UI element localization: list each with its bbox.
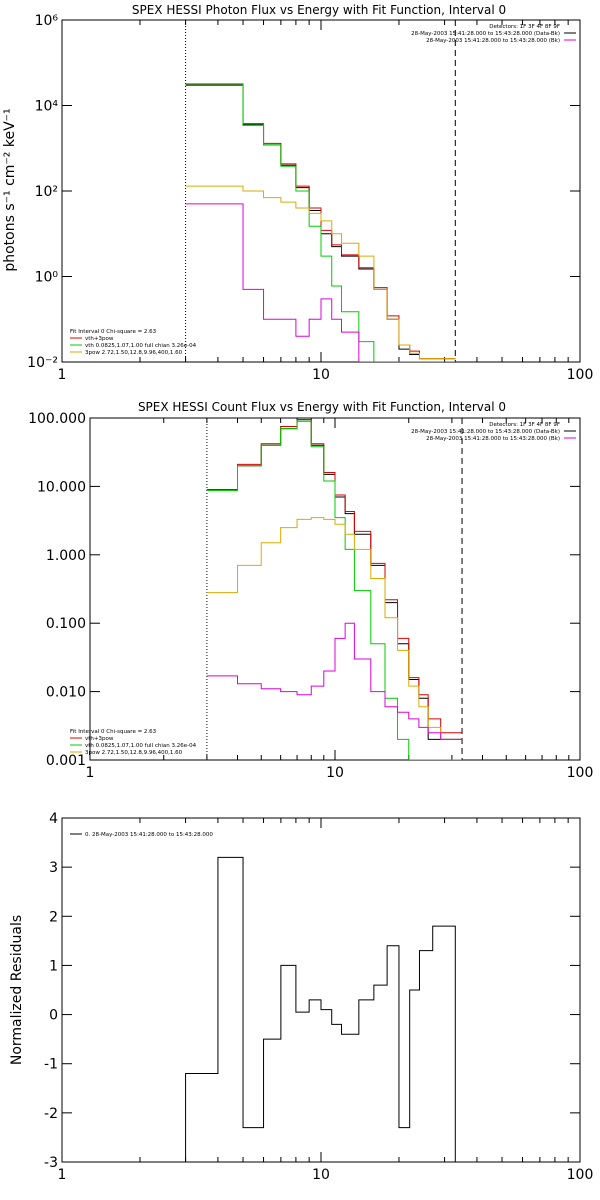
series-data-bk <box>185 84 456 360</box>
residuals-panel: 1 10 100 -3 -2 -1 0 1 2 3 4 Normalized Residuals 0… <box>9 811 593 1183</box>
annotation-line: vth+3pow <box>85 736 114 742</box>
annotation-line: Fit Interval 0 Chi-square = 2.63 <box>70 329 157 335</box>
annotation-line: 28-May-2003 15:41:28.000 to 15:43:28.000… <box>411 31 560 37</box>
y-tick-label: 1 <box>49 958 58 974</box>
annotation-line: Detectors: 1F 3F 4F 8F 9F <box>489 24 560 30</box>
y-tick-label: -3 <box>44 1155 58 1171</box>
chart-title: SPEX HESSI Count Flux vs Energy with Fit… <box>138 400 506 414</box>
annotation-line: 28-May-2003 15:41:28.000 to 15:43:28.000… <box>411 429 560 435</box>
x-tick-label: 10 <box>326 765 344 781</box>
x-tick-label: 1 <box>58 367 67 383</box>
annotation-line: 3pow 2.72,1.50,12.8,9.96,400,1.60 <box>85 350 183 356</box>
count-flux-panel: SPEX HESSI Count Flux vs Energy with Fit… <box>28 400 593 781</box>
y-tick-label: 0 <box>49 1008 58 1024</box>
x-tick-label: 10 <box>312 367 330 383</box>
y-tick-label: 10⁶ <box>35 13 59 29</box>
series-bk <box>185 203 456 362</box>
series-0-28-may-2003-15-41-28-000-to-15-43-28-000 <box>185 856 456 1162</box>
y-tick-label: 10⁻² <box>27 355 58 371</box>
annotation-bottom: Fit Interval 0 Chi-square = 2.63 vth+3po… <box>70 729 197 756</box>
x-tick-label: 100 <box>567 1167 594 1183</box>
legend: 0. 28-May-2003 15:41:28.000 to 15:43:28.… <box>70 832 213 838</box>
y-axis-label: Normalized Residuals <box>9 915 25 1065</box>
annotation-top: Detectors: 1F 3F 4F 8F 9F 28-May-2003 15… <box>411 422 576 442</box>
series-vth-3pow <box>206 419 463 734</box>
y-tick-label: 10.000 <box>37 479 86 495</box>
y-tick-label: 2 <box>49 909 58 925</box>
legend-label: 0. 28-May-2003 15:41:28.000 to 15:43:28.… <box>85 832 213 838</box>
y-tick-label: 1.000 <box>46 548 86 564</box>
y-tick-label: -2 <box>44 1106 58 1122</box>
y-tick-label: 4 <box>49 811 58 827</box>
plot-frame <box>61 817 581 1163</box>
annotation-line: 28-May-2003 15:41:28.000 to 15:43:28.000… <box>426 436 560 442</box>
series-3pow <box>185 185 456 360</box>
x-tick-label: 100 <box>567 367 594 383</box>
series-vth <box>185 83 456 362</box>
series-bk <box>206 622 463 740</box>
series-data-bk <box>206 420 463 740</box>
y-tick-label: 10² <box>35 184 58 200</box>
y-tick-label: 0.010 <box>46 685 86 701</box>
series-vth-3pow <box>185 83 456 360</box>
annotation-bottom: Fit Interval 0 Chi-square = 2.63 vth+3po… <box>70 329 197 356</box>
y-tick-label: 3 <box>49 860 58 876</box>
x-tick-label: 1 <box>86 765 95 781</box>
y-tick-label: -1 <box>44 1057 58 1073</box>
y-axis-label: photons s⁻¹ cm⁻² keV⁻¹ <box>2 108 18 271</box>
plot-frame <box>89 417 581 761</box>
y-tick-label: 100.000 <box>28 411 86 427</box>
chart-title: SPEX HESSI Photon Flux vs Energy with Fi… <box>132 3 506 17</box>
photon-flux-panel: SPEX HESSI Photon Flux vs Energy with Fi… <box>2 3 593 383</box>
y-tick-label: 10⁴ <box>35 99 59 115</box>
x-tick-label: 10 <box>312 1167 330 1183</box>
annotation-line: 3pow 2.72,1.50,12.8,9.96,400,1.60 <box>85 750 183 756</box>
y-tick-label: 0.100 <box>46 616 86 632</box>
annotation-line: vth+3pow <box>85 336 114 342</box>
annotation-top: Detectors: 1F 3F 4F 8F 9F 28-May-2003 15… <box>411 24 576 44</box>
annotation-line: Detectors: 1F 3F 4F 8F 9F <box>489 422 560 428</box>
series-3pow <box>206 517 463 740</box>
y-tick-label: 0.001 <box>46 753 86 769</box>
annotation-line: vth 0.0825,1.07,1.00 full chian 3.26e-04 <box>85 743 197 749</box>
x-tick-label: 1 <box>58 1167 67 1183</box>
x-tick-label: 100 <box>567 765 594 781</box>
annotation-line: 28-May-2003 15:41:28.000 to 15:43:28.000… <box>426 38 560 44</box>
y-tick-label: 10⁰ <box>35 270 59 286</box>
annotation-line: vth 0.0825,1.07,1.00 full chian 3.26e-04 <box>85 343 197 349</box>
annotation-line: Fit Interval 0 Chi-square = 2.63 <box>70 729 157 735</box>
